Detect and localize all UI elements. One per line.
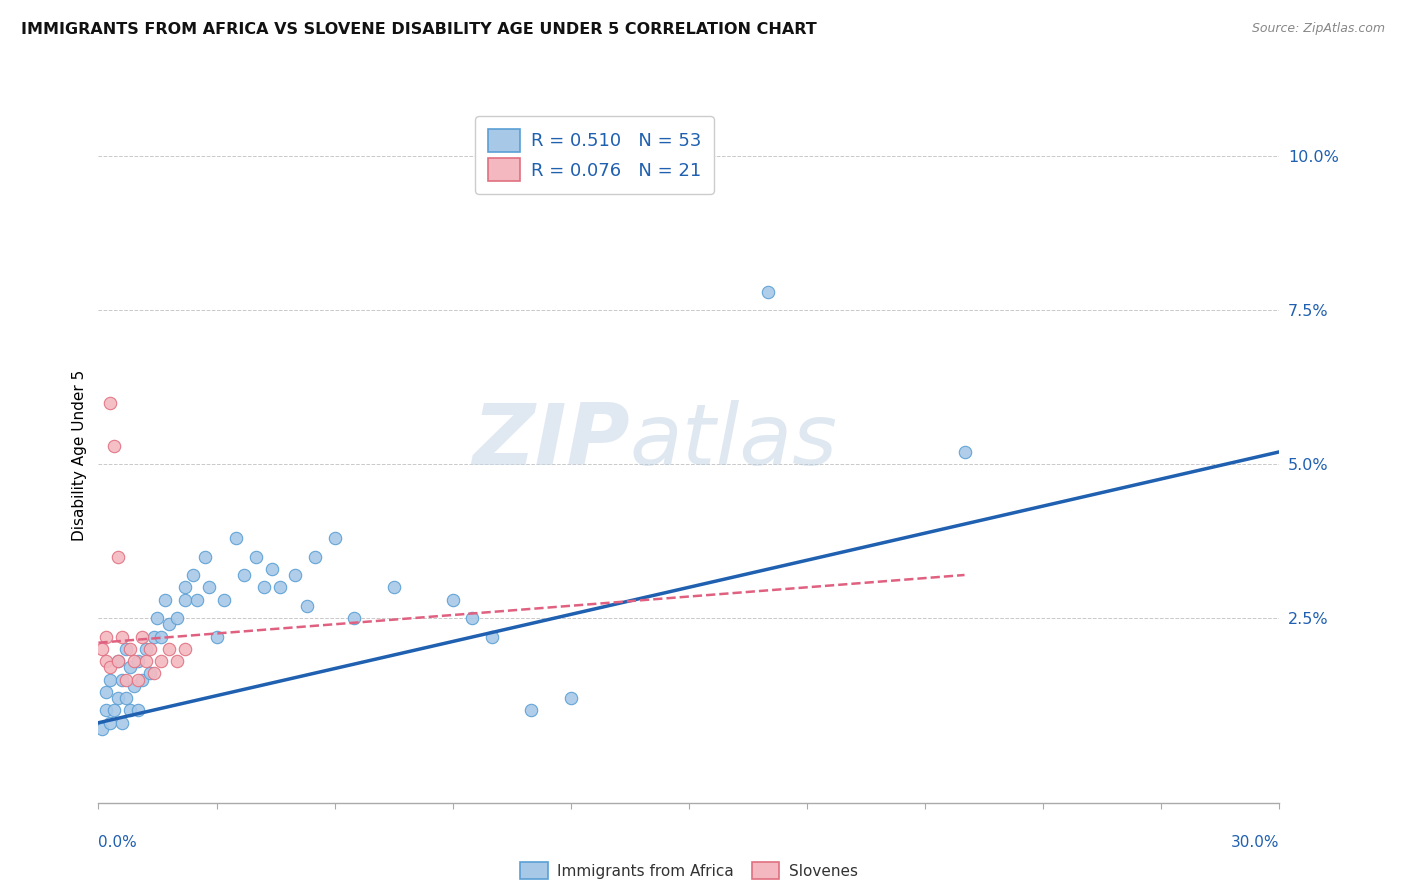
Point	[131, 630, 153, 644]
Text: IMMIGRANTS FROM AFRICA VS SLOVENE DISABILITY AGE UNDER 5 CORRELATION CHART: IMMIGRANTS FROM AFRICA VS SLOVENE DISABI…	[21, 22, 817, 37]
Point	[953, 445, 976, 459]
Point	[756, 285, 779, 299]
Point	[155, 592, 177, 607]
Point	[118, 703, 141, 717]
Point	[146, 611, 169, 625]
Point	[131, 673, 153, 687]
Point	[284, 568, 307, 582]
Point	[174, 641, 197, 656]
Point	[560, 691, 582, 706]
Point	[103, 439, 125, 453]
Point	[115, 691, 138, 706]
Point	[127, 673, 149, 687]
Point	[115, 641, 138, 656]
Point	[382, 580, 405, 594]
Point	[174, 592, 197, 607]
Point	[91, 722, 114, 736]
Point	[135, 654, 157, 668]
Point	[166, 611, 188, 625]
Point	[118, 660, 141, 674]
Point	[461, 611, 484, 625]
Point	[111, 630, 134, 644]
Point	[122, 679, 145, 693]
Point	[157, 617, 180, 632]
Point	[111, 715, 134, 730]
Point	[323, 531, 346, 545]
Point	[142, 666, 165, 681]
Point	[107, 654, 129, 668]
Point	[115, 673, 138, 687]
Point	[343, 611, 366, 625]
Point	[214, 592, 236, 607]
Point	[98, 673, 121, 687]
Y-axis label: Disability Age Under 5: Disability Age Under 5	[72, 369, 87, 541]
Point	[98, 395, 121, 409]
Point	[233, 568, 256, 582]
Point	[96, 685, 118, 699]
Point	[138, 641, 160, 656]
Point	[98, 660, 121, 674]
Point	[260, 562, 283, 576]
Point	[304, 549, 326, 564]
Point	[174, 580, 197, 594]
Point	[96, 630, 118, 644]
Point	[520, 703, 543, 717]
Point	[111, 673, 134, 687]
Point	[186, 592, 208, 607]
Point	[150, 630, 173, 644]
Text: Source: ZipAtlas.com: Source: ZipAtlas.com	[1251, 22, 1385, 36]
Point	[103, 703, 125, 717]
Point	[269, 580, 291, 594]
Text: 30.0%: 30.0%	[1232, 836, 1279, 850]
Point	[98, 715, 121, 730]
Point	[205, 630, 228, 644]
Point	[135, 641, 157, 656]
Point	[91, 641, 114, 656]
Point	[157, 641, 180, 656]
Point	[96, 654, 118, 668]
Text: atlas: atlas	[630, 400, 838, 483]
Point	[225, 531, 247, 545]
Point	[166, 654, 188, 668]
Point	[481, 630, 503, 644]
Point	[122, 654, 145, 668]
Point	[441, 592, 464, 607]
Point	[138, 666, 160, 681]
Point	[194, 549, 217, 564]
Legend: Immigrants from Africa, Slovenes: Immigrants from Africa, Slovenes	[515, 855, 863, 886]
Point	[107, 654, 129, 668]
Point	[127, 703, 149, 717]
Point	[118, 641, 141, 656]
Point	[142, 630, 165, 644]
Point	[181, 568, 204, 582]
Point	[253, 580, 276, 594]
Text: ZIP: ZIP	[472, 400, 630, 483]
Point	[96, 703, 118, 717]
Point	[127, 654, 149, 668]
Text: 0.0%: 0.0%	[98, 836, 138, 850]
Point	[245, 549, 267, 564]
Point	[295, 599, 318, 613]
Point	[107, 549, 129, 564]
Point	[197, 580, 219, 594]
Point	[107, 691, 129, 706]
Point	[150, 654, 173, 668]
